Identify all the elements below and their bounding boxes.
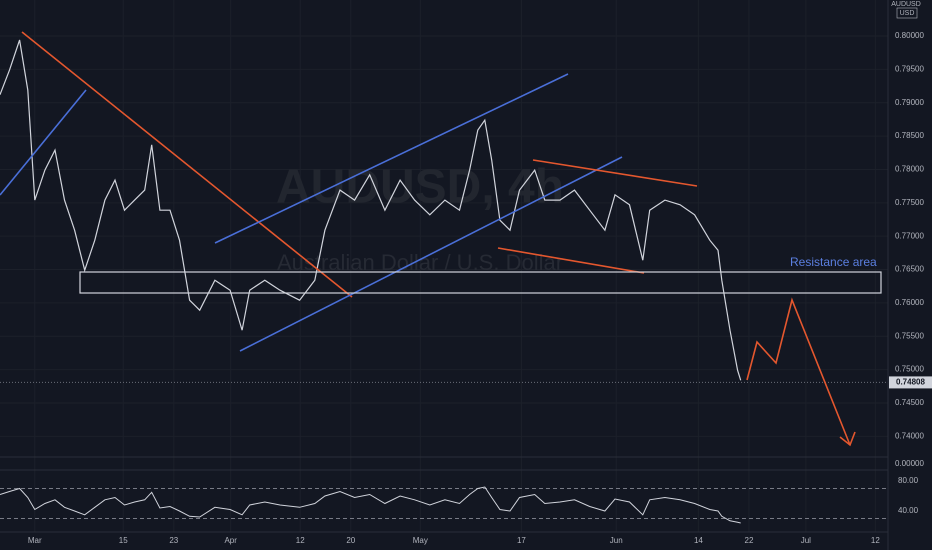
trend-line [21, 31, 353, 298]
x-tick-label: Mar [28, 536, 42, 545]
grid [0, 0, 888, 532]
y-tick-label: 0.78500 [895, 131, 924, 140]
y-tick-label: 0.77500 [895, 198, 924, 207]
y-tick-label: 0.80000 [895, 31, 924, 40]
rsi-tick-label: 80.00 [898, 476, 919, 485]
y-tick-label: 0.79000 [895, 98, 924, 107]
trend-line [497, 247, 645, 274]
y-tick-label: 0.74000 [895, 431, 924, 440]
projection [746, 297, 851, 446]
x-tick-label: Apr [224, 536, 237, 545]
rsi-tick-label: 40.00 [898, 506, 919, 515]
x-tick-label: 17 [517, 536, 526, 545]
x-tick-label: 23 [169, 536, 178, 545]
y-tick-label: 0.77000 [895, 231, 924, 240]
y-tick-label: 0.75500 [895, 331, 924, 340]
price-line [0, 39, 742, 381]
y-tick-label: 0.76000 [895, 298, 924, 307]
trend-line [532, 159, 698, 187]
trend-line [0, 89, 87, 196]
resistance-box [79, 271, 882, 294]
y-tick-label: 0.79500 [895, 64, 924, 73]
x-tick-label: 20 [346, 536, 355, 545]
last-price-label: 0.74808 [896, 378, 925, 387]
pane-tick-label: 0.00000 [895, 459, 924, 468]
x-tick-label: May [413, 536, 428, 545]
x-tick-label: 14 [694, 536, 703, 545]
y-tick-label: 0.75000 [895, 365, 924, 374]
x-tick-label: 12 [871, 536, 880, 545]
plot [0, 39, 888, 524]
drawings [0, 31, 882, 447]
x-tick-label: Jul [801, 536, 811, 545]
last-price-tag [889, 376, 932, 389]
annotation: Resistance area [790, 255, 877, 269]
y-tick-label: 0.78000 [895, 165, 924, 174]
watermark-subtitle: Australian Dollar / U.S. Dollar [277, 250, 563, 275]
x-tick-label: Jun [610, 536, 623, 545]
channel-line [214, 73, 569, 244]
symbol: AUDUSD [891, 1, 921, 8]
x-tick-label: 22 [745, 536, 754, 545]
channel-line [239, 156, 623, 352]
y-tick-label: 0.76500 [895, 265, 924, 274]
rsi-line [0, 486, 741, 524]
x-tick-label: 12 [296, 536, 305, 545]
currency: USD [900, 10, 915, 17]
y-tick-label: 0.74500 [895, 398, 924, 407]
arrow-head [839, 431, 856, 447]
x-tick-label: 15 [119, 536, 128, 545]
currency-box [896, 7, 918, 19]
